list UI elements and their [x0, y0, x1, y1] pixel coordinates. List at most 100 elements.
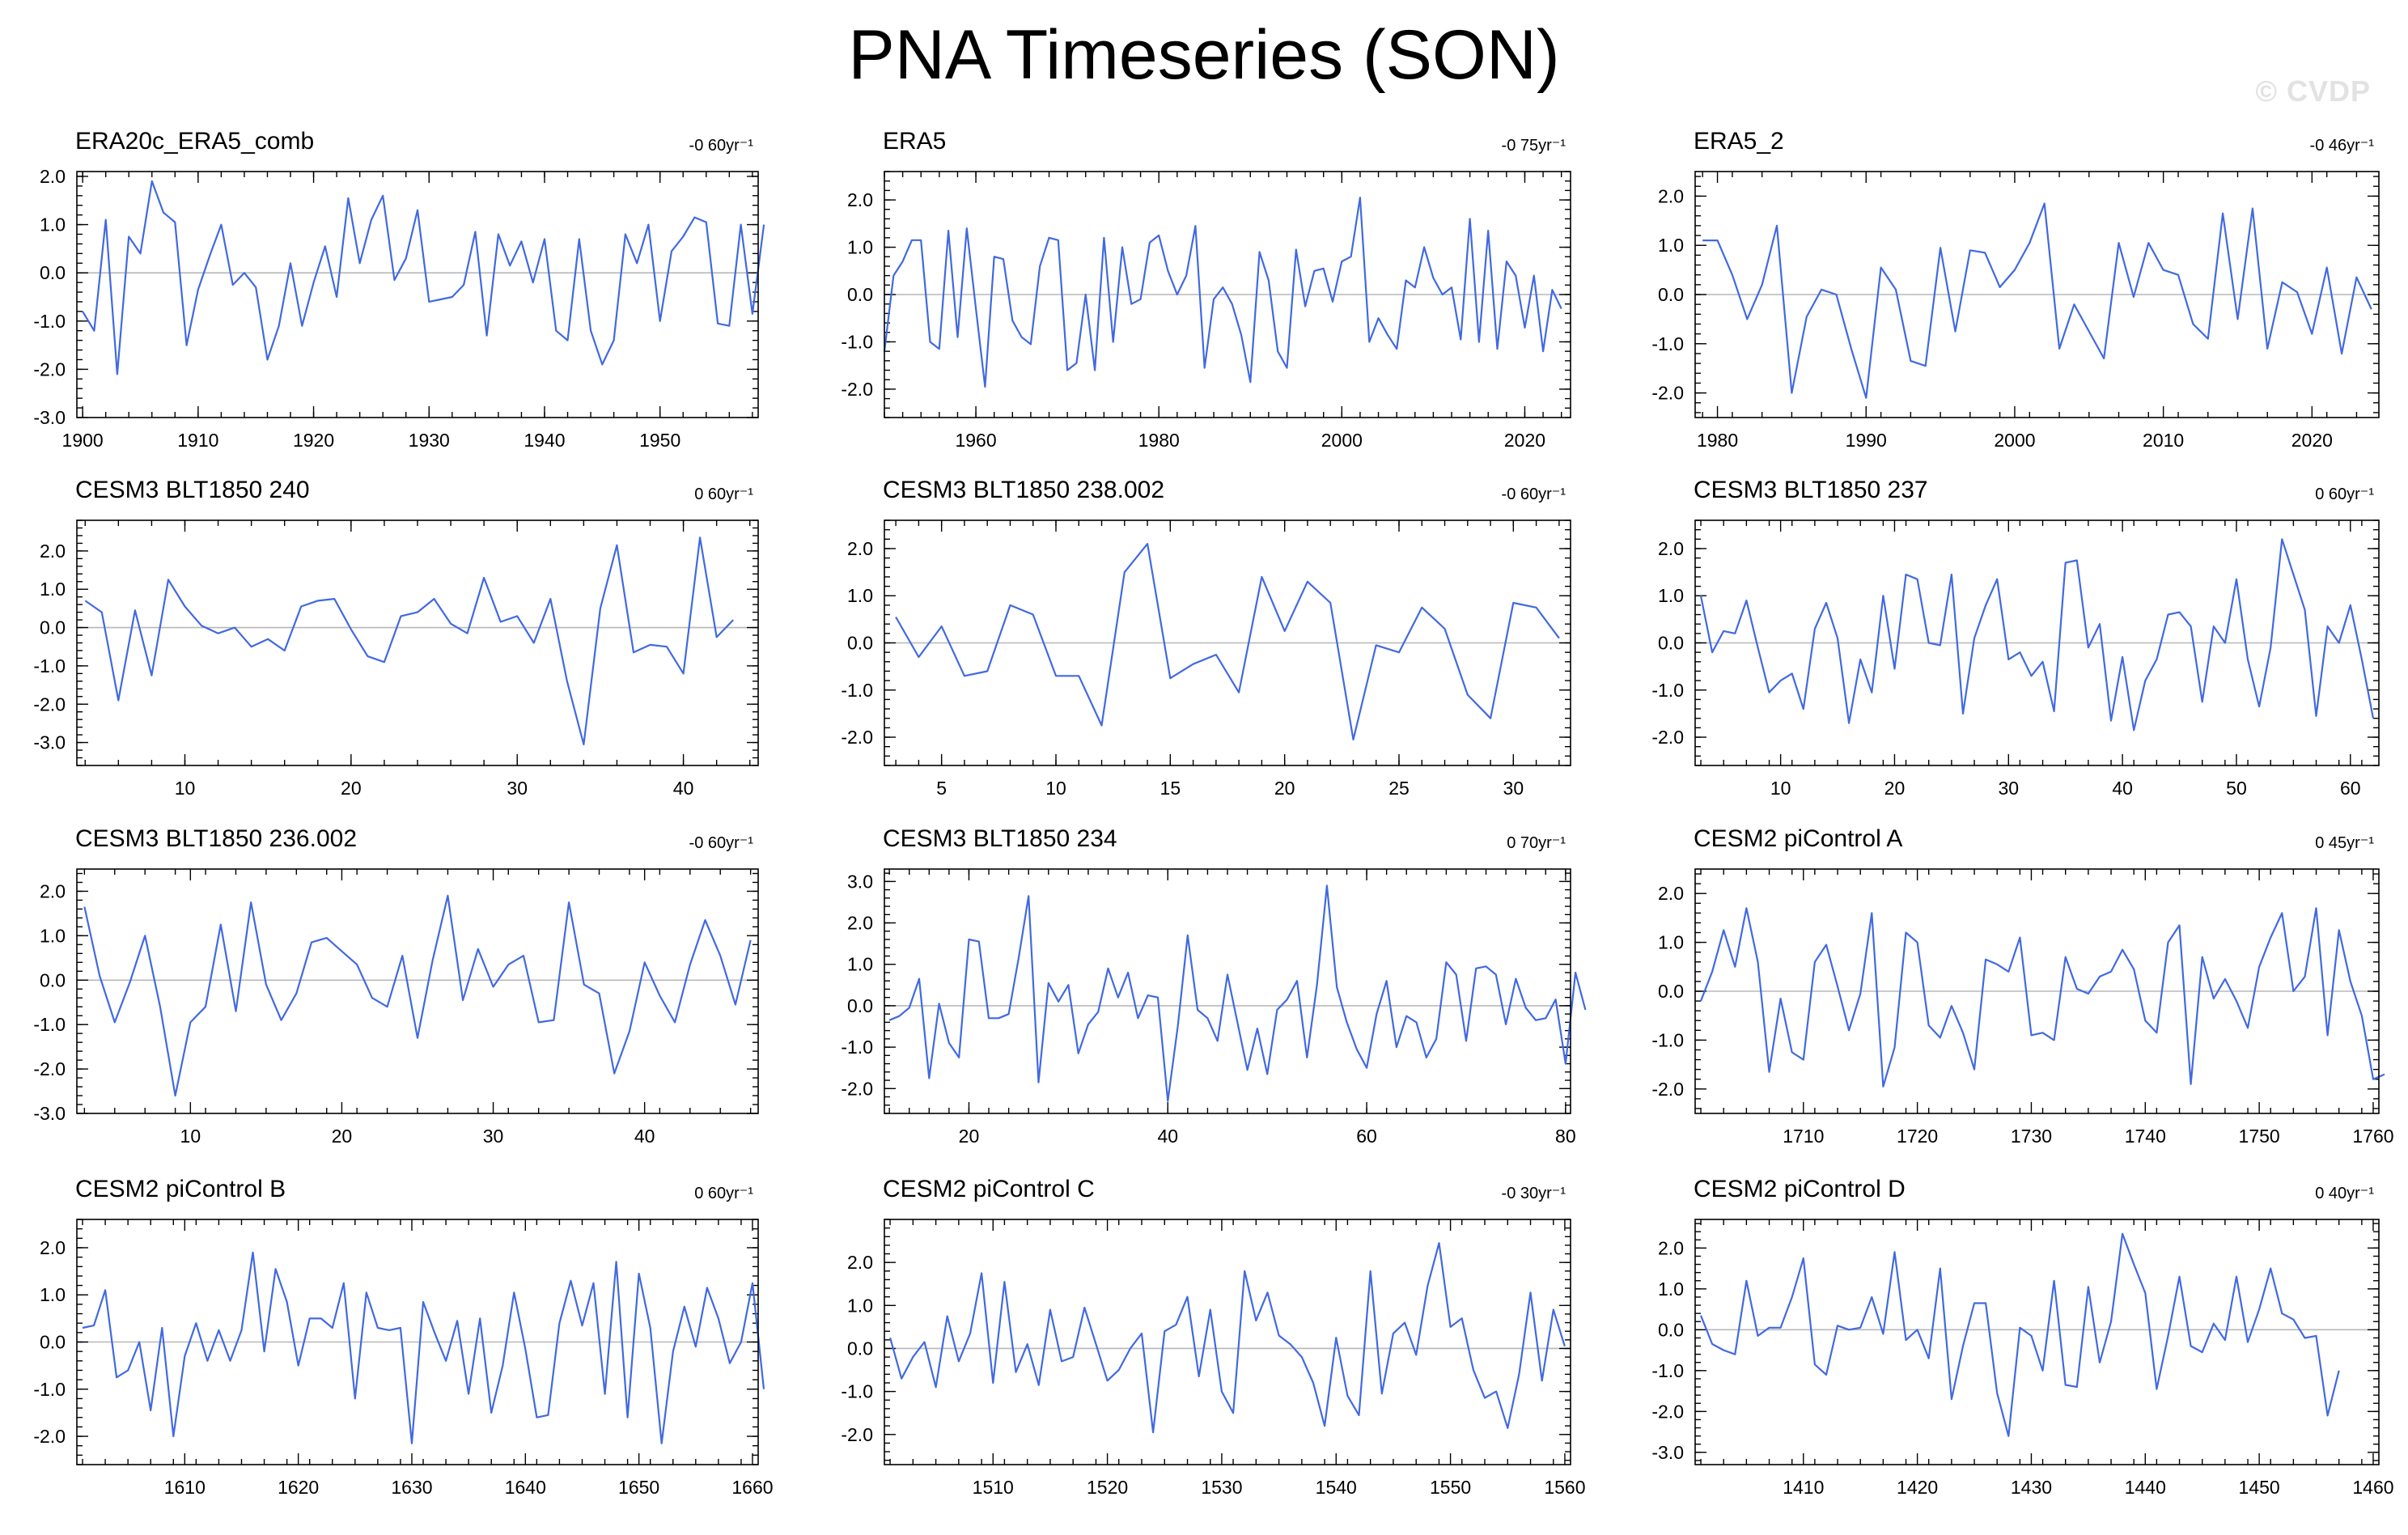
- chart-panel: ERA5_2 -0 46yr⁻¹ 1980 1990 2000 2010 2020 -2.0 -…: [1651, 128, 2380, 451]
- pna-series-line: [1699, 538, 2375, 731]
- y-tick-label: 1.0: [40, 1284, 66, 1305]
- trend-label: -0 60yr⁻¹: [689, 137, 754, 155]
- y-tick-label: 0.0: [40, 617, 66, 638]
- x-tick-label: 1460: [2352, 1477, 2393, 1498]
- x-tick-label: 1930: [409, 430, 450, 451]
- x-tick-label: 1910: [177, 430, 218, 451]
- trend-label: -0 75yr⁻¹: [1502, 137, 1566, 155]
- pna-series-line: [1702, 202, 2372, 399]
- y-tick-label: 2.0: [1658, 1237, 1684, 1258]
- x-tick-label: 40: [634, 1126, 655, 1147]
- y-tick-label: 0.0: [1658, 1319, 1684, 1340]
- pna-series-line: [888, 884, 1587, 1102]
- y-tick-label: 0.0: [40, 969, 66, 990]
- cvdp-watermark: © CVDP: [2255, 74, 2371, 108]
- y-tick-label: -3.0: [1651, 1442, 1684, 1463]
- x-tick-label: 1960: [955, 430, 996, 451]
- y-tick-label: 2.0: [847, 189, 873, 210]
- trend-label: -0 30yr⁻¹: [1502, 1185, 1566, 1202]
- x-tick-label: 1560: [1544, 1477, 1585, 1498]
- pna-series-line: [883, 197, 1562, 388]
- y-tick-label: -1.0: [1651, 1029, 1684, 1050]
- chart-panel: CESM3 BLT1850 236.002 -0 60yr⁻¹ 10 20 30 40 -3…: [33, 825, 759, 1147]
- y-tick-label: -1.0: [33, 655, 66, 676]
- panel-title: CESM2 piControl A: [1694, 825, 1902, 852]
- y-tick-label: 0.0: [847, 284, 873, 305]
- x-tick-label: 1630: [391, 1477, 432, 1498]
- plot-frame: [76, 1219, 759, 1465]
- x-tick-label: 1650: [618, 1477, 659, 1498]
- x-tick-label: 1510: [973, 1477, 1014, 1498]
- y-tick-label: 1.0: [1658, 585, 1684, 606]
- y-tick-label: 2.0: [40, 1237, 66, 1258]
- panel-title: CESM2 piControl C: [883, 1176, 1095, 1202]
- y-tick-label: 0.0: [1658, 284, 1684, 305]
- y-tick-label: 1.0: [1658, 932, 1684, 953]
- pna-series-line: [889, 1242, 1566, 1434]
- y-tick-label: -1.0: [841, 1037, 873, 1058]
- x-tick-label: 10: [1770, 778, 1791, 799]
- pna-series-line: [82, 180, 765, 375]
- pna-series-line: [1699, 1232, 2340, 1437]
- x-tick-label: 80: [1555, 1126, 1576, 1147]
- y-tick-label: 2.0: [40, 541, 66, 562]
- x-tick-label: 1550: [1430, 1477, 1471, 1498]
- x-tick-label: 30: [507, 778, 528, 799]
- y-tick-label: 1.0: [1658, 235, 1684, 256]
- x-tick-label: 20: [959, 1126, 980, 1147]
- x-tick-label: 1610: [164, 1477, 206, 1498]
- y-tick-label: -1.0: [841, 1381, 873, 1402]
- pna-series-line: [895, 542, 1560, 741]
- x-tick-label: 1540: [1316, 1477, 1357, 1498]
- trend-label: 0 45yr⁻¹: [2315, 834, 2374, 852]
- pna-series-line: [82, 1251, 765, 1444]
- panel-title: CESM3 BLT1850 236.002: [75, 825, 357, 852]
- y-tick-label: -2.0: [1651, 383, 1684, 404]
- y-tick-label: -2.0: [841, 1078, 873, 1099]
- x-tick-label: 1950: [639, 430, 680, 451]
- figure-title: PNA Timeseries (SON): [848, 16, 1560, 94]
- y-tick-label: -1.0: [841, 331, 873, 352]
- y-tick-label: -2.0: [841, 1424, 873, 1445]
- x-tick-label: 30: [1503, 778, 1524, 799]
- chart-panel: CESM3 BLT1850 237 0 60yr⁻¹ 10 20 30 40 50 60 -2.…: [1651, 477, 2380, 799]
- x-tick-label: 2000: [1321, 430, 1363, 451]
- y-tick-label: -2.0: [33, 1426, 66, 1447]
- y-tick-label: 0.0: [40, 1332, 66, 1353]
- y-tick-label: -1.0: [1651, 680, 1684, 701]
- x-tick-label: 30: [483, 1126, 504, 1147]
- plot-frame: [884, 868, 1571, 1114]
- x-tick-label: 30: [1998, 778, 2019, 799]
- x-tick-label: 10: [175, 778, 196, 799]
- trend-label: 0 60yr⁻¹: [2315, 486, 2374, 503]
- y-tick-label: 1.0: [1658, 1278, 1684, 1300]
- trend-label: 0 60yr⁻¹: [694, 1185, 753, 1202]
- x-tick-label: 60: [1356, 1126, 1377, 1147]
- y-tick-label: -2.0: [1651, 1401, 1684, 1422]
- x-tick-label: 60: [2340, 778, 2361, 799]
- y-tick-label: -1.0: [841, 680, 873, 701]
- y-tick-label: -1.0: [1651, 1360, 1684, 1381]
- y-tick-label: -2.0: [1651, 727, 1684, 748]
- y-tick-label: 1.0: [40, 925, 66, 946]
- x-tick-label: 2010: [2143, 430, 2184, 451]
- y-tick-label: -1.0: [1651, 333, 1684, 354]
- y-tick-label: 3.0: [847, 871, 873, 892]
- plot-frame: [1694, 1219, 2380, 1465]
- panel-title: CESM3 BLT1850 238.002: [883, 477, 1164, 503]
- x-tick-label: 1900: [62, 430, 104, 451]
- x-tick-label: 1640: [505, 1477, 546, 1498]
- panel-title: ERA5_2: [1694, 128, 1784, 155]
- y-tick-label: 0.0: [1658, 981, 1684, 1002]
- trend-label: -0 60yr⁻¹: [1502, 486, 1566, 503]
- y-tick-label: 2.0: [40, 880, 66, 901]
- x-tick-label: 1980: [1697, 430, 1738, 451]
- y-tick-label: 1.0: [40, 579, 66, 600]
- panel-title: ERA20c_ERA5_comb: [75, 128, 314, 155]
- trend-label: 0 70yr⁻¹: [1507, 834, 1566, 852]
- x-tick-label: 1450: [2239, 1477, 2280, 1498]
- x-tick-label: 1980: [1138, 430, 1180, 451]
- chart-panel: CESM3 BLT1850 238.002 -0 60yr⁻¹ 5 10 15 20 25 3…: [841, 477, 1571, 799]
- panel-title: CESM3 BLT1850 240: [75, 477, 310, 503]
- y-tick-label: 2.0: [847, 913, 873, 934]
